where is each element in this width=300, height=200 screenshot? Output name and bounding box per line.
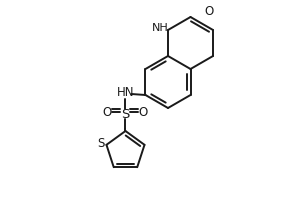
Text: NH: NH [152, 23, 169, 33]
Text: O: O [103, 106, 112, 118]
Text: S: S [121, 108, 130, 120]
Text: O: O [204, 5, 213, 18]
Text: S: S [97, 137, 104, 150]
Text: HN: HN [117, 86, 134, 99]
Text: O: O [139, 106, 148, 118]
